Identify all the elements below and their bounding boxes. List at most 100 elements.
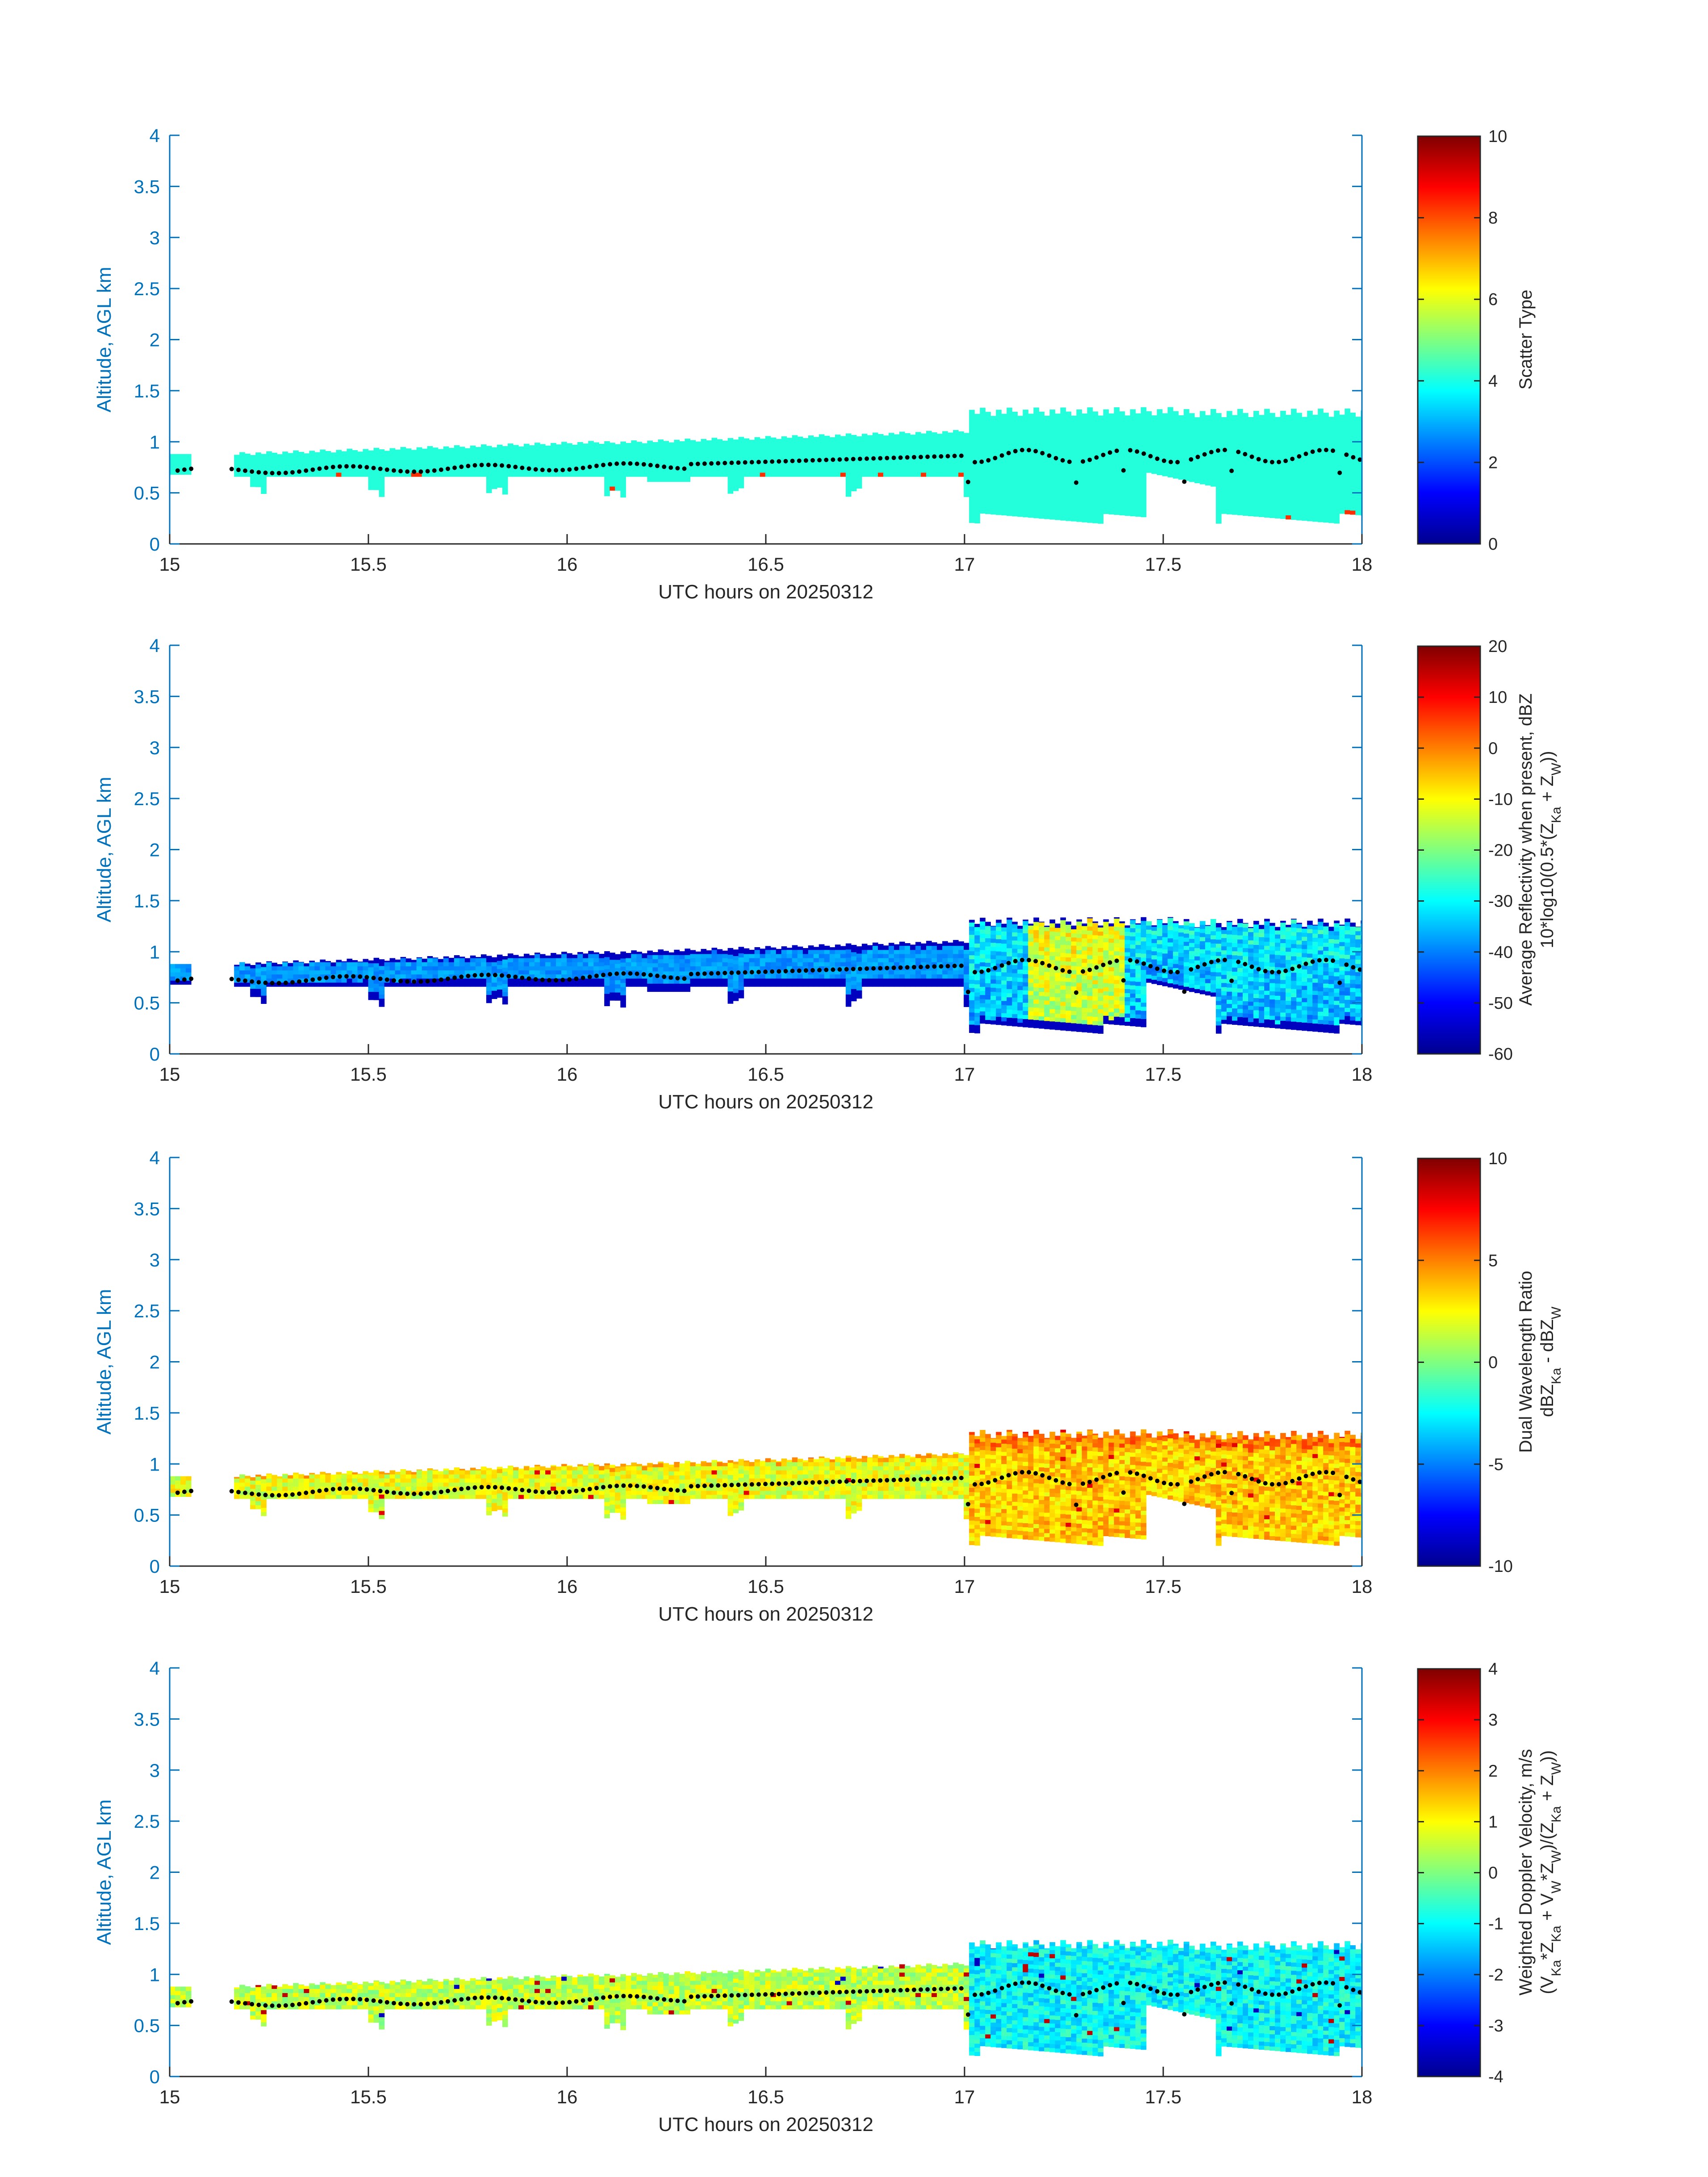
heatmap-cell [743,966,750,971]
heatmap-cell [1328,482,1334,487]
heatmap-cell [572,448,578,452]
heatmap-cell [502,486,508,491]
heatmap-cell [1237,486,1243,491]
heatmap-cell [1334,474,1340,479]
heatmap-cell [781,443,787,448]
heatmap-cell [1183,423,1190,428]
heatmap-cell [491,982,497,987]
heatmap-cell [583,978,589,983]
heatmap-cell [717,448,723,452]
heatmap-cell [727,983,734,987]
heatmap-cell [1157,450,1163,455]
heatmap-cell [1012,418,1018,422]
heatmap-cell [1065,476,1072,481]
heatmap-cell [572,452,578,456]
heatmap-cell [1178,443,1184,447]
heatmap-cell [507,953,514,958]
heatmap-cell [368,987,374,992]
heatmap-cell [1302,488,1307,493]
heatmap-cell [1114,416,1120,421]
heatmap-cell [631,970,637,975]
heatmap-cell [760,448,766,452]
heatmap-cell [1055,511,1061,516]
heatmap-cell [1302,476,1307,480]
heatmap-cell [873,949,878,954]
heatmap-cell [1253,512,1259,517]
heatmap-cell [743,949,750,954]
heatmap-cell [1307,484,1313,489]
heatmap-cell [845,998,852,1003]
heatmap-cell [572,970,578,975]
heatmap-cell [599,456,605,460]
heatmap-cell [567,460,572,465]
heatmap-cell [1264,505,1270,510]
heatmap-cell [1098,466,1104,471]
heatmap-cell [910,974,916,979]
heatmap-cell [1151,437,1157,442]
heatmap-cell [556,966,562,971]
heatmap-cell [1345,506,1350,510]
heatmap-cell [1286,454,1291,458]
heatmap-cell [813,970,819,975]
heatmap-cell [964,945,969,950]
heatmap-cell [480,456,487,460]
heatmap-cell [835,970,841,975]
heatmap-cell [792,472,798,477]
heatmap-cell [400,460,406,465]
heatmap-cell [647,987,653,992]
heatmap-cell [1012,985,1018,990]
heatmap-cell [1355,510,1361,515]
heatmap-cell [802,456,809,460]
heatmap-cell [1307,517,1313,522]
heatmap-cell [1312,513,1318,518]
heatmap-cell [1215,458,1222,463]
heatmap-cell [556,978,562,983]
heatmap-cell [475,982,481,987]
heatmap-cell [1318,409,1324,412]
heatmap-cell [1227,497,1232,502]
heatmap-cell [749,949,755,954]
heatmap-cell [1328,469,1334,474]
heatmap-cell [851,487,857,492]
heatmap-cell [658,971,664,976]
heatmap-cell [314,460,320,465]
heatmap-cell [615,444,621,446]
overlay-dot [412,469,417,474]
heatmap-cell [341,456,347,460]
heatmap-cell [674,987,680,992]
heatmap-cell [1286,486,1291,491]
heatmap-cell [685,967,690,972]
heatmap-cell [561,460,567,465]
heatmap-cell [1028,978,1034,983]
heatmap-cell [1001,417,1007,422]
heatmap-cell [792,443,798,448]
heatmap-cell [255,993,261,997]
heatmap-cell [829,949,835,954]
heatmap-cell [470,460,476,465]
heatmap-cell [245,460,251,465]
heatmap-cell [706,962,712,966]
heatmap-cell [368,481,374,486]
heatmap-cell [996,996,1002,1001]
heatmap-cell [1328,510,1334,515]
heatmap-cell [459,460,465,465]
heatmap-cell [615,984,621,989]
heatmap-cell [921,452,927,456]
heatmap-cell [1033,412,1039,416]
heatmap-cell [1323,497,1329,502]
heatmap-cell [540,970,546,975]
heatmap-cell [786,982,793,987]
heatmap-cell [980,485,986,489]
heatmap-cell [588,456,594,460]
heatmap-cell [1307,464,1313,468]
heatmap-cell [389,982,396,987]
heatmap-cell [974,470,980,475]
heatmap-cell [1001,486,1007,491]
heatmap-cell [985,452,991,457]
heatmap-cell [953,439,959,444]
overlay-dot [1094,455,1099,460]
heatmap-cell [502,984,508,988]
heatmap-cell [985,987,991,991]
heatmap-cell [551,448,556,452]
heatmap-cell [1033,485,1039,490]
